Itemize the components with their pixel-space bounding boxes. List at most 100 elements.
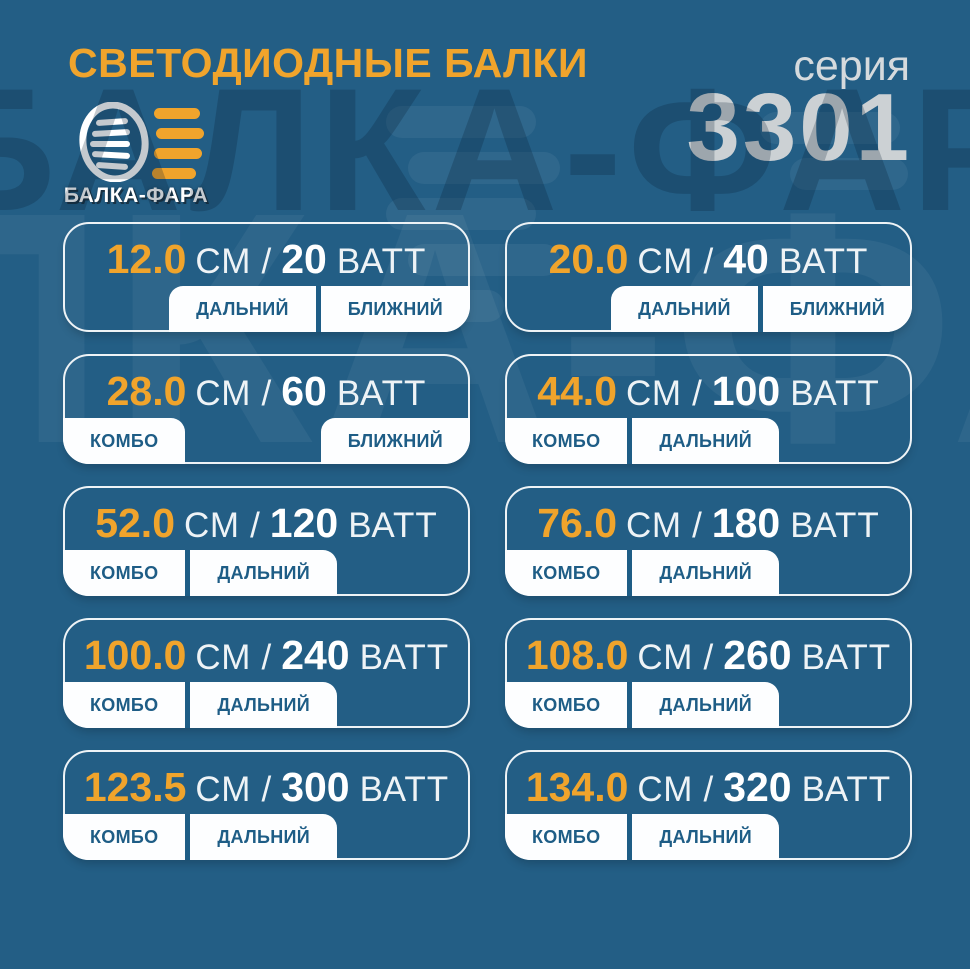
watt-value: 60 bbox=[281, 368, 327, 414]
length-value: 52.0 bbox=[95, 500, 176, 546]
product-card: 134.0 СМ/320 ВАТТ КОМБО ДАЛЬНИЙ bbox=[505, 750, 912, 860]
length-unit: СМ bbox=[626, 506, 683, 545]
beam-type-tag: ДАЛЬНИЙ bbox=[196, 298, 289, 319]
length-value: 20.0 bbox=[548, 236, 629, 282]
product-card: 100.0 СМ/240 ВАТТ КОМБО ДАЛЬНИЙ bbox=[63, 618, 470, 728]
beam-type-tag: КОМБО bbox=[90, 826, 159, 847]
beam-type-tag: БЛИЖНИЙ bbox=[757, 286, 912, 332]
beam-type-tag: КОМБО bbox=[532, 826, 601, 847]
watt-value: 180 bbox=[711, 500, 781, 546]
length-unit: СМ bbox=[184, 506, 241, 545]
product-card: 76.0 СМ/180 ВАТТ КОМБО ДАЛЬНИЙ bbox=[505, 486, 912, 596]
watt-unit: ВАТТ bbox=[801, 770, 892, 809]
length-unit: СМ bbox=[626, 374, 683, 413]
product-spec: 44.0 СМ/100 ВАТТ bbox=[507, 368, 910, 424]
watt-unit: ВАТТ bbox=[801, 638, 892, 677]
length-value: 12.0 bbox=[106, 236, 187, 282]
ghost-beam-bar bbox=[790, 158, 908, 190]
product-spec: 100.0 СМ/240 ВАТТ bbox=[65, 632, 468, 688]
beam-type-tag: ДАЛЬНИЙ bbox=[185, 682, 337, 728]
watt-value: 240 bbox=[281, 632, 350, 678]
product-spec: 20.0 СМ/40 ВАТТ bbox=[507, 236, 910, 292]
beam-tag-group: КОМБО ДАЛЬНИЙ bbox=[63, 814, 338, 860]
beam-tag-group: ДАЛЬНИЙ БЛИЖНИЙ bbox=[169, 286, 470, 332]
product-spec: 108.0 СМ/260 ВАТТ bbox=[507, 632, 910, 688]
length-value: 100.0 bbox=[83, 632, 187, 678]
product-card: 12.0 СМ/20 ВАТТ ДАЛЬНИЙ БЛИЖНИЙ bbox=[63, 222, 470, 332]
beam-type-tag: КОМБО bbox=[90, 430, 159, 451]
beam-type-tag: ДАЛЬНИЙ bbox=[627, 814, 779, 860]
beam-type-tag: ДАЛЬНИЙ bbox=[627, 682, 779, 728]
length-unit: СМ bbox=[195, 770, 252, 809]
length-unit: СМ bbox=[195, 242, 252, 281]
beam-type-tag: ДАЛЬНИЙ bbox=[627, 550, 779, 596]
product-spec: 76.0 СМ/180 ВАТТ bbox=[507, 500, 910, 556]
beam-tag-group: КОМБО ДАЛЬНИЙ bbox=[63, 682, 338, 728]
beam-type-tag: КОМБО bbox=[532, 430, 601, 451]
product-card: 108.0 СМ/260 ВАТТ КОМБО ДАЛЬНИЙ bbox=[505, 618, 912, 728]
watt-value: 260 bbox=[723, 632, 792, 678]
page-title: СВЕТОДИОДНЫЕ БАЛКИ bbox=[68, 40, 588, 86]
beam-tag-group: КОМБО ДАЛЬНИЙ bbox=[505, 814, 780, 860]
length-unit: СМ bbox=[637, 770, 694, 809]
watt-unit: ВАТТ bbox=[336, 242, 427, 281]
length-unit: СМ bbox=[637, 638, 694, 677]
cards-grid: 12.0 СМ/20 ВАТТ ДАЛЬНИЙ БЛИЖНИЙ 20.0 СМ/40 ВАТТ… bbox=[63, 222, 912, 860]
headlight-with-beams-icon bbox=[76, 101, 204, 187]
length-unit: СМ bbox=[195, 638, 252, 677]
spec-separator: / bbox=[703, 242, 714, 281]
length-unit: СМ bbox=[195, 374, 252, 413]
watt-value: 100 bbox=[711, 368, 781, 414]
beam-tag-group: КОМБО ДАЛЬНИЙ bbox=[505, 682, 780, 728]
beam-tag-group: ДАЛЬНИЙ БЛИЖНИЙ bbox=[611, 286, 912, 332]
spec-separator: / bbox=[261, 242, 272, 281]
length-unit: СМ bbox=[637, 242, 694, 281]
watt-unit: ВАТТ bbox=[348, 506, 438, 545]
watt-value: 320 bbox=[723, 764, 792, 810]
product-card: 20.0 СМ/40 ВАТТ ДАЛЬНИЙ БЛИЖНИЙ bbox=[505, 222, 912, 332]
ghost-beam-bar bbox=[386, 198, 536, 230]
product-spec: 134.0 СМ/320 ВАТТ bbox=[507, 764, 910, 820]
watt-unit: ВАТТ bbox=[790, 374, 880, 413]
product-spec: 28.0 СМ/60 ВАТТ bbox=[65, 368, 468, 424]
beam-type-tag: КОМБО bbox=[90, 694, 159, 715]
watt-unit: ВАТТ bbox=[778, 242, 869, 281]
beam-tag-group: БЛИЖНИЙ bbox=[320, 418, 470, 464]
spec-separator: / bbox=[692, 506, 702, 545]
beam-tag-group: КОМБО ДАЛЬНИЙ bbox=[505, 418, 780, 464]
spec-separator: / bbox=[261, 374, 272, 413]
length-value: 28.0 bbox=[106, 368, 187, 414]
watt-unit: ВАТТ bbox=[359, 638, 450, 677]
watt-unit: ВАТТ bbox=[790, 506, 880, 545]
watt-unit: ВАТТ bbox=[336, 374, 427, 413]
beam-tag-group: КОМБО bbox=[63, 418, 186, 464]
length-value: 134.0 bbox=[525, 764, 629, 810]
beam-type-tag: КОМБО bbox=[532, 694, 601, 715]
length-value: 76.0 bbox=[537, 500, 618, 546]
series-number: 3301 bbox=[686, 74, 912, 181]
product-spec: 123.5 СМ/300 ВАТТ bbox=[65, 764, 468, 820]
ghost-beam-bar bbox=[408, 152, 560, 184]
beam-tag-group: КОМБО ДАЛЬНИЙ bbox=[505, 550, 780, 596]
product-card: 44.0 СМ/100 ВАТТ КОМБО ДАЛЬНИЙ bbox=[505, 354, 912, 464]
spec-separator: / bbox=[703, 638, 714, 677]
watt-value: 20 bbox=[281, 236, 327, 282]
watt-value: 40 bbox=[723, 236, 769, 282]
product-spec: 12.0 СМ/20 ВАТТ bbox=[65, 236, 468, 292]
beam-type-tag: ДАЛЬНИЙ bbox=[638, 298, 731, 319]
beam-tag-group: КОМБО ДАЛЬНИЙ bbox=[63, 550, 338, 596]
watt-value: 120 bbox=[269, 500, 339, 546]
beam-type-tag: БЛИЖНИЙ bbox=[347, 430, 443, 451]
beam-type-tag: БЛИЖНИЙ bbox=[315, 286, 470, 332]
length-value: 123.5 bbox=[83, 764, 187, 810]
beam-type-tag: КОМБО bbox=[532, 562, 601, 583]
ghost-beam-bar bbox=[386, 106, 536, 138]
beam-type-tag: ДАЛЬНИЙ bbox=[185, 550, 337, 596]
beam-type-tag: КОМБО bbox=[90, 562, 159, 583]
product-card: 28.0 СМ/60 ВАТТ КОМБО БЛИЖНИЙ bbox=[63, 354, 470, 464]
beam-type-tag: ДАЛЬНИЙ bbox=[185, 814, 337, 860]
length-value: 44.0 bbox=[537, 368, 618, 414]
series-label: серия bbox=[793, 42, 910, 90]
ghost-beam-bar bbox=[760, 112, 900, 144]
